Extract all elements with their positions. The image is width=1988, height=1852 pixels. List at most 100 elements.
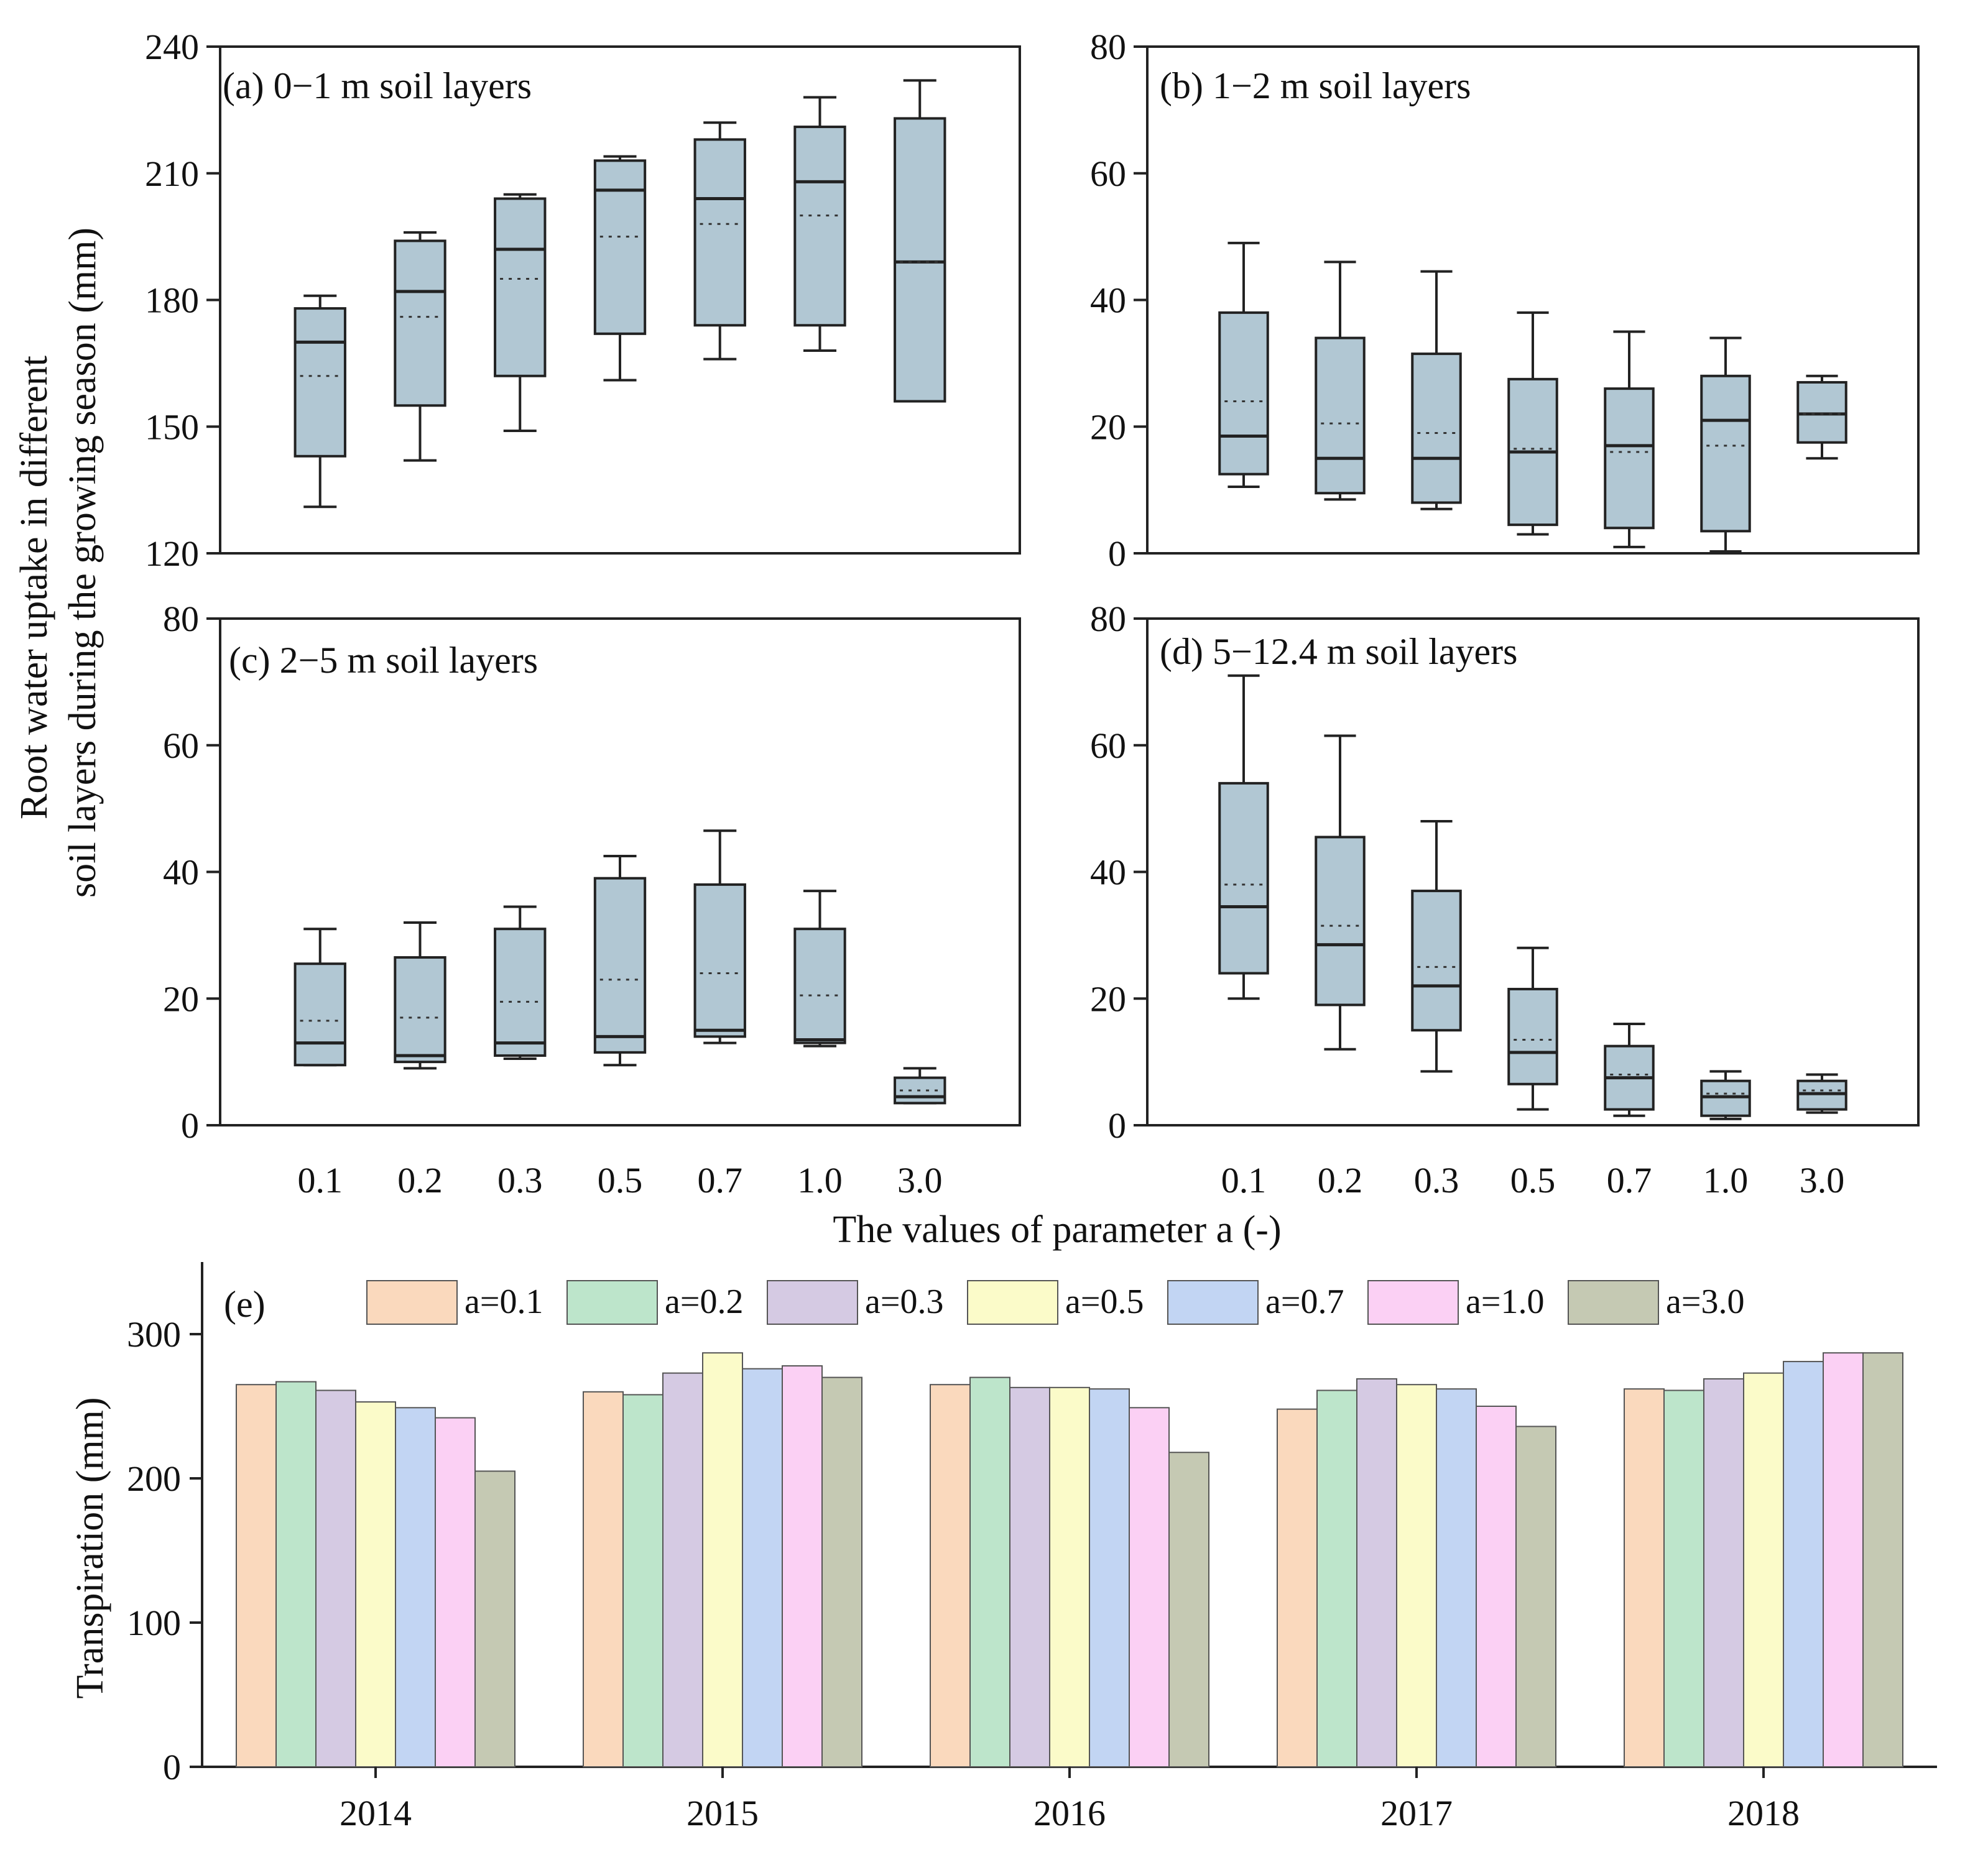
panel-d-x-tick-label: 3.0 (1800, 1160, 1845, 1200)
panel-b-box-0.3 (1411, 352, 1462, 504)
panel-e-bar-2017-a=0.1 (1277, 1408, 1318, 1767)
panel-e-bar-2016-a=0.3 (1009, 1386, 1050, 1768)
panel-b-box-chart: (b) 1−2 m soil layers 0 20 40 60 80 (1090, 27, 1920, 574)
panel-c-y-tick-label: 40 (163, 852, 199, 893)
panel-a-y-tick-label: 240 (145, 27, 199, 67)
legend-label-a=0.1: a=0.1 (465, 1283, 543, 1321)
panel-e-bar-2016-a=3.0 (1168, 1452, 1209, 1767)
panel-b-box-0.2 (1315, 336, 1366, 495)
panel-c-box-1.0 (793, 928, 846, 1044)
panel-d-y-tick-label: 80 (1090, 599, 1126, 639)
panel-b-title: (b) 1−2 m soil layers (1160, 65, 1471, 106)
panel-e-title: (e) (224, 1284, 266, 1325)
panel-d-x-tick-label: 0.2 (1318, 1160, 1363, 1200)
panel-b-box-0.7 (1604, 387, 1655, 530)
panel-a-box-1.0 (793, 126, 846, 327)
panel-e-y-label: Transpiration (mm) (69, 1397, 111, 1698)
panel-c-x-tick-label: 0.5 (598, 1160, 643, 1200)
panel-c-box-0.5 (593, 877, 647, 1054)
panel-e-bar-2014-a=0.2 (275, 1381, 317, 1768)
legend-swatch-a=1.0 (1367, 1280, 1459, 1325)
legend-label-a=1.0: a=1.0 (1466, 1283, 1544, 1321)
panel-a-box-0.7 (693, 138, 746, 327)
panel-c-x-tick-label: 0.2 (397, 1160, 443, 1200)
panel-e-bar-2016-a=0.5 (1049, 1386, 1090, 1768)
panel-e-bar-2018-a=0.2 (1663, 1389, 1704, 1767)
panel-e-x-tick-label: 2016 (1033, 1793, 1106, 1833)
panel-c-box-0.2 (394, 956, 446, 1064)
legend-label-a=0.2: a=0.2 (665, 1283, 743, 1321)
panel-c-title: (c) 2−5 m soil layers (229, 640, 538, 681)
panel-e-bar-2014-a=3.0 (474, 1470, 515, 1767)
panel-a-box-3.0 (894, 117, 946, 403)
panel-e-bar-2015-a=0.7 (742, 1368, 783, 1767)
panel-e-bar-2018-a=0.3 (1703, 1378, 1744, 1767)
panel-c-y-tick-label: 0 (181, 1105, 199, 1146)
panel-e-y-tick-label: 300 (127, 1314, 181, 1355)
legend-label-a=0.5: a=0.5 (1065, 1283, 1144, 1321)
panel-c-box-0.7 (693, 883, 746, 1038)
panel-e-bar-2017-a=0.5 (1396, 1384, 1437, 1767)
panel-c-box-chart: (c) 2−5 m soil layers 0 20 40 60 80 0.1 0.2 0.3 0… (163, 599, 1021, 1200)
panel-e-bar-2014-a=0.7 (395, 1407, 436, 1768)
panel-e-bar-2015-a=3.0 (821, 1376, 862, 1768)
panel-e-bar-2017-a=1.0 (1476, 1406, 1517, 1767)
legend-swatch-a=0.3 (767, 1280, 858, 1325)
panel-e-bar-2017-a=0.3 (1356, 1378, 1397, 1767)
panel-e-bar-2018-a=3.0 (1862, 1352, 1903, 1767)
panel-b-y-tick-label: 0 (1108, 533, 1126, 574)
shared-y-label-line-2: soil layers during the growing season (m… (62, 228, 104, 898)
panel-a-box-0.5 (593, 159, 647, 335)
panel-e-bar-2016-a=0.7 (1089, 1388, 1130, 1767)
panel-e-x-tick-label: 2017 (1380, 1793, 1453, 1833)
legend-swatch-a=0.2 (566, 1280, 658, 1325)
panel-c-y-tick-label: 20 (163, 979, 199, 1019)
panel-c-y-tick-label: 80 (163, 599, 199, 639)
panel-d-x-tick-label: 0.3 (1414, 1160, 1459, 1200)
panel-a-y-tick-label: 210 (145, 154, 199, 194)
panel-e-x-tick-label: 2014 (340, 1793, 412, 1833)
shared-x-label: The values of parameter a (-) (833, 1209, 1281, 1251)
panel-e-bar-2014-a=0.1 (236, 1384, 277, 1767)
panel-e-bar-2015-a=1.0 (782, 1365, 823, 1768)
legend-label-a=3.0: a=3.0 (1666, 1283, 1744, 1321)
panel-e-bar-2016-a=1.0 (1129, 1407, 1170, 1768)
panel-a-y-tick-label: 150 (145, 407, 199, 447)
panel-a-box-chart: (a) 0−1 m soil layers 120 150 180 210 240 (145, 27, 1021, 574)
legend-swatch-a=0.7 (1167, 1280, 1259, 1325)
panel-b-y-tick-label: 80 (1090, 27, 1126, 67)
panel-d-y-tick-label: 0 (1108, 1105, 1126, 1146)
panel-e-y-tick-label: 100 (127, 1603, 181, 1643)
panel-c-box-0.1 (294, 962, 346, 1067)
panel-e-bar-2017-a=3.0 (1515, 1426, 1556, 1767)
panel-d-box-0.2 (1315, 836, 1366, 1007)
panel-d-box-1.0 (1700, 1079, 1751, 1117)
panel-b-y-tick-label: 60 (1090, 154, 1126, 194)
panel-d-box-chart: (d) 5−12.4 m soil layers 0 20 40 60 80 0.1 0.2 0… (1090, 599, 1920, 1200)
panel-e-x-tick-label: 2015 (687, 1793, 759, 1833)
panel-d-y-tick-label: 20 (1090, 979, 1126, 1019)
panel-e-bar-2018-a=0.5 (1743, 1372, 1784, 1767)
panel-e-bar-2015-a=0.1 (583, 1391, 624, 1768)
panel-e-bar-2018-a=0.1 (1624, 1388, 1665, 1767)
panel-a-title: (a) 0−1 m soil layers (223, 65, 532, 106)
panel-d-y-tick-label: 60 (1090, 726, 1126, 766)
panel-d-x-tick-label: 0.1 (1221, 1160, 1267, 1200)
panel-e-bar-2015-a=0.2 (622, 1394, 663, 1767)
panel-e-bar-2018-a=1.0 (1823, 1352, 1864, 1767)
panel-c-x-tick-label: 0.3 (497, 1160, 543, 1200)
panel-a-box-0.2 (394, 239, 446, 407)
panel-e-bar-2014-a=0.5 (355, 1401, 396, 1768)
panel-e-bar-2018-a=0.7 (1783, 1361, 1824, 1768)
shared-y-label-line-1: Root water uptake in different (13, 356, 55, 819)
panel-a-box-0.1 (294, 307, 346, 458)
panel-d-x-tick-label: 1.0 (1703, 1160, 1749, 1200)
panel-e-y-tick-label: 0 (163, 1747, 181, 1787)
panel-b-y-tick-label: 40 (1090, 280, 1126, 321)
panel-d-box-0.1 (1218, 781, 1269, 975)
panel-a-y-tick-label: 120 (145, 533, 199, 574)
panel-e-bar-2017-a=0.2 (1316, 1389, 1357, 1767)
panel-e-bar-2015-a=0.3 (662, 1372, 703, 1767)
panel-d-x-tick-label: 0.7 (1607, 1160, 1652, 1200)
